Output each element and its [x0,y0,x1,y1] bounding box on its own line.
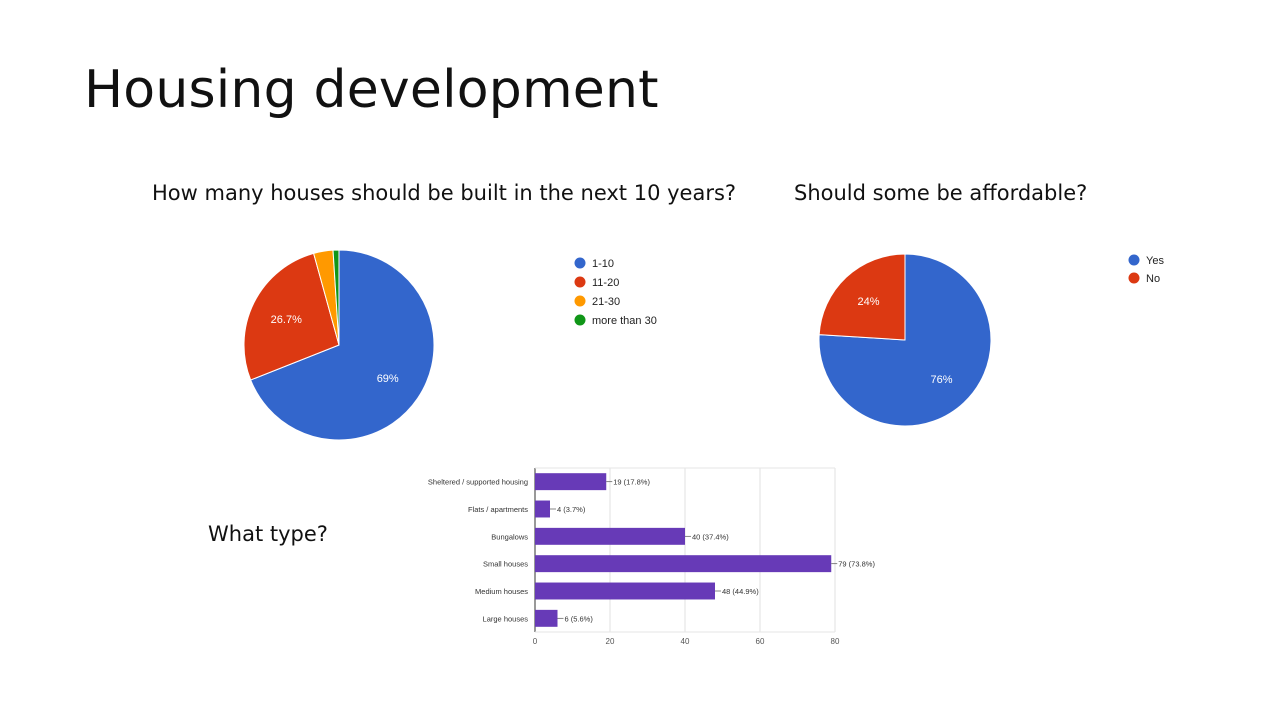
pie-slice-1-10 [250,249,435,441]
bar-small-houses [535,555,832,573]
pie-slice-label: 69% [377,373,399,385]
pie-slice-more-than-30 [332,249,340,346]
legend-swatch-no [1128,272,1140,284]
legend-label-1-10: 1-10 [592,258,614,270]
slide-title: Housing development [84,60,659,120]
question-houses-count: How many houses should be built in the n… [152,181,737,205]
value-label: 40 (37.4%) [692,532,729,541]
value-label: 6 (5.6%) [565,614,594,623]
pie-chart-houses-count: 69% 26.7% 1-10 11-20 21-30 more than 30 [243,249,657,441]
x-tick-label: 0 [533,637,538,646]
legend-swatch-11-20 [574,276,586,288]
x-tick-label: 40 [681,637,690,646]
pie-slice-label: 26.7% [271,314,302,326]
legend-label-more-than-30: more than 30 [592,315,657,327]
value-label: 4 (3.7%) [557,505,586,514]
pie-slice-label: 24% [857,296,879,308]
question-affordable: Should some be affordable? [794,181,1088,205]
x-tick-label: 20 [606,637,615,646]
legend-label-yes: Yes [1146,255,1164,267]
bar-large-houses [535,609,558,627]
value-label: 48 (44.9%) [722,587,759,596]
category-label: Large houses [483,614,529,623]
value-label: 19 (17.8%) [613,478,650,487]
bar-chart-housing-type: 0 20 40 60 80 Sheltered / supported housing 19… [428,467,875,646]
x-tick-label: 80 [831,637,840,646]
legend-label-no: No [1146,273,1160,285]
bar-sheltered-supported-housing [535,473,607,491]
legend-swatch-more-than-30 [574,314,586,326]
pie-chart-affordable: 76% 24% Yes No [818,253,1164,427]
bar-medium-houses [535,582,715,600]
category-label: Bungalows [491,532,528,541]
category-label: Flats / apartments [468,505,528,514]
pie-slice-no [818,253,906,341]
pie-slice-11-20 [243,252,340,381]
bar-bungalows [535,527,685,545]
pie-slice-label: 76% [930,374,952,386]
legend-label-11-20: 11-20 [592,277,619,289]
category-label: Small houses [483,560,528,569]
question-type: What type? [208,522,328,546]
category-label: Sheltered / supported housing [428,478,528,487]
category-label: Medium houses [475,587,528,596]
value-label: 79 (73.8%) [838,560,875,569]
legend-swatch-21-30 [574,295,586,307]
legend-swatch-yes [1128,254,1140,266]
legend-swatch-1-10 [574,257,586,269]
x-tick-label: 60 [756,637,765,646]
bar-flats-apartments [535,500,550,518]
legend-label-21-30: 21-30 [592,296,620,308]
